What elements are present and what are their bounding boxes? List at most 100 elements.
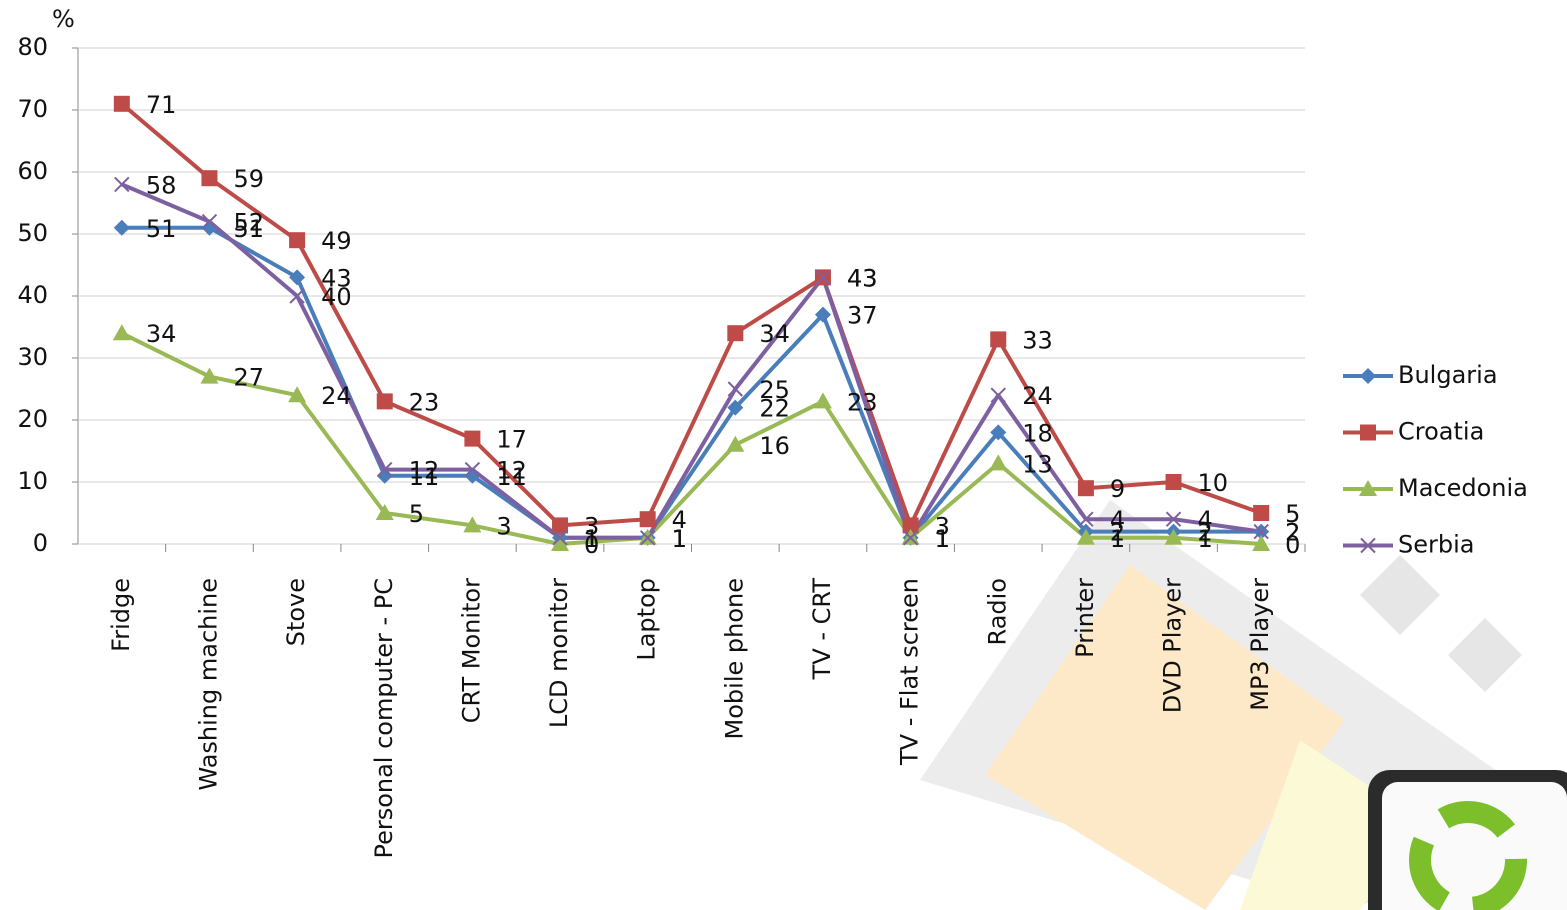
data-label: 3 [496,512,511,540]
x-tick-label: CRT Monitor [457,578,485,723]
marker [814,306,831,323]
data-label: 52 [233,209,264,237]
x-tick-label: Fridge [107,578,135,652]
marker [1252,535,1271,551]
data-label: 5 [1285,500,1300,528]
marker [1165,511,1182,527]
data-label: 17 [496,426,527,454]
marker [375,504,394,520]
x-tick-label: Washing machine [194,578,222,791]
marker [289,288,305,304]
data-label: 59 [233,165,264,193]
data-label: 1 [935,525,950,553]
marker [990,424,1007,441]
marker [902,517,919,534]
x-tick-label: DVD Player [1159,578,1187,713]
data-label: 37 [847,302,878,330]
y-tick-label: 0 [33,529,48,557]
data-label: 34 [146,320,177,348]
marker [813,392,832,409]
data-label: 71 [146,91,177,119]
marker [200,367,219,384]
data-label: 0 [584,531,599,559]
background-decoration [920,500,1567,910]
data-label: 43 [847,264,878,292]
data-label: 13 [1022,450,1053,478]
marker [464,461,481,478]
data-label: 4 [1110,506,1125,534]
data-label: 12 [496,457,527,485]
marker [815,269,831,286]
y-tick-label: 30 [17,343,48,371]
marker [464,467,481,484]
marker [726,435,745,452]
data-label: 33 [1022,326,1053,354]
legend-marker [1360,368,1376,384]
marker [1165,474,1182,490]
x-tick-label: Mobile phone [720,578,748,739]
data-label: 1 [672,525,687,553]
x-tick-label: Radio [983,578,1011,645]
marker [289,269,306,286]
marker [112,324,131,341]
data-label: 18 [1022,419,1053,447]
data-label: 11 [409,463,440,491]
data-label: 1 [935,525,950,553]
marker [551,535,570,551]
legend-marker [1360,424,1376,441]
data-label: 1 [584,525,599,553]
data-label: 1 [672,525,687,553]
y-tick-label: 70 [17,95,48,123]
y-tick-label: 40 [17,281,48,309]
data-label: 49 [321,227,352,255]
data-label: 1 [1110,525,1125,553]
x-tick-label: LCD monitor [545,578,573,728]
data-label: 1 [672,525,687,553]
marker [201,219,218,236]
marker [463,516,482,533]
x-tick-label: Laptop [633,578,661,661]
legend-label: Croatia [1398,418,1484,446]
marker [727,325,744,342]
marker [990,387,1006,403]
x-tick-label: MP3 Player [1246,578,1274,711]
marker [201,213,218,230]
data-label: 23 [409,388,440,416]
marker [639,530,656,546]
x-tick-label: TV - Flat screen [896,578,924,766]
series-line [120,331,1262,546]
marker [989,454,1008,471]
x-tick-label: Personal computer - PC [370,578,398,859]
marker [1076,528,1095,545]
y-tick-label: 50 [17,219,48,247]
data-label: 2 [1110,519,1125,547]
marker [639,511,656,528]
marker [552,517,569,534]
marker [1253,523,1269,540]
data-label: 43 [847,264,878,292]
data-label: 43 [321,264,352,292]
y-tick-label: 10 [17,467,48,495]
legend-label: Bulgaria [1398,361,1498,389]
marker [201,170,218,187]
data-label: 12 [409,457,440,485]
series-line [121,182,1262,540]
marker [552,530,568,546]
legend-label: Macedonia [1398,474,1528,502]
data-label: 24 [1022,382,1053,410]
data-label: 25 [759,376,790,404]
y-axis-label: % [52,5,75,33]
data-label: 5 [409,500,424,528]
data-label: 3 [584,512,599,540]
data-label: 24 [321,382,352,410]
x-tick-label: Stove [282,578,310,646]
data-label: 10 [1198,469,1229,497]
data-label: 0 [1285,531,1300,559]
y-tick-label: 60 [17,157,48,185]
data-label: 27 [233,364,264,392]
marker [1077,480,1094,497]
x-tick-label: TV - CRT [808,578,836,681]
marker [990,331,1007,348]
data-label: 3 [935,512,950,540]
marker [727,381,744,397]
